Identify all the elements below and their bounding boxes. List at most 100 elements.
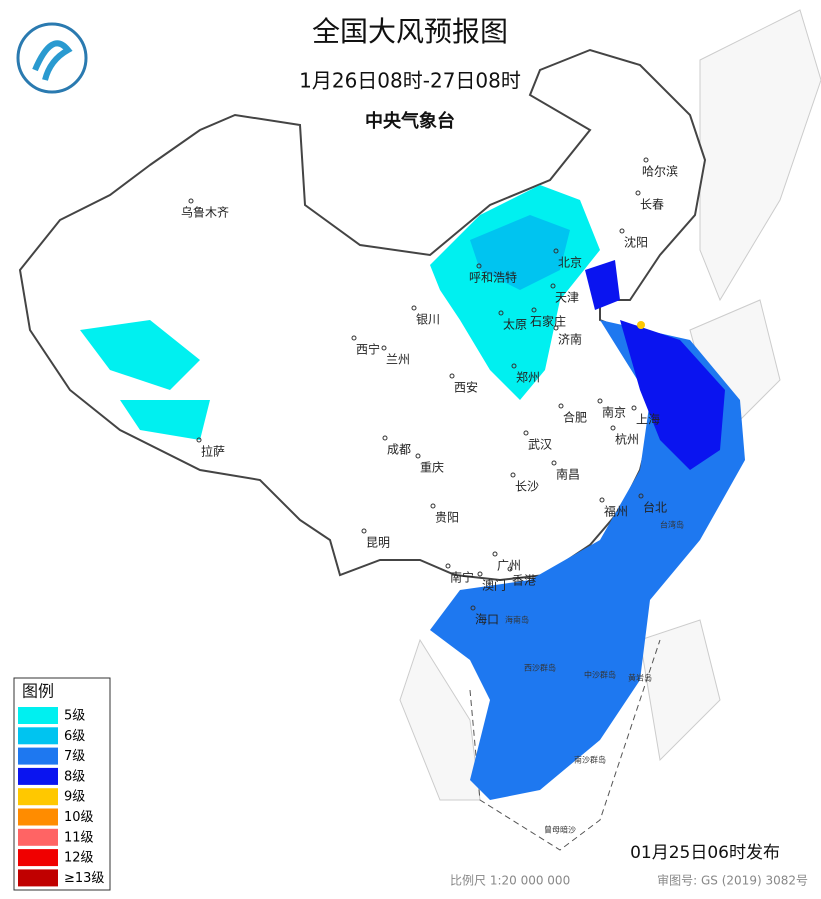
city-dot: [477, 571, 483, 577]
city-label: 太原: [503, 317, 527, 332]
city-dot: [445, 563, 451, 569]
island-label: 台湾岛: [660, 520, 684, 530]
city-label: 昆明: [366, 536, 390, 550]
legend-swatch: [18, 808, 58, 826]
legend-swatch: [18, 747, 58, 765]
city-label: 沈阳: [624, 235, 648, 250]
island-label: 海南岛: [505, 615, 529, 625]
city-label: 成都: [387, 443, 411, 457]
legend-label: 5级: [64, 709, 85, 724]
city-label: 呼和浩特: [469, 270, 517, 285]
city-dot: [381, 345, 387, 351]
city-dot: [599, 497, 605, 503]
city-label: 武汉: [528, 438, 552, 452]
legend-title: 图例: [22, 682, 54, 701]
city-dot: [470, 605, 476, 611]
city-dot: [531, 307, 537, 313]
city-dot: [430, 503, 436, 509]
city-dot: [631, 405, 637, 411]
neighbour-land: [399, 9, 821, 801]
city-label: 长春: [640, 198, 664, 212]
legend-swatch: [18, 849, 58, 867]
city-dot: [411, 305, 417, 311]
city-label: 兰州: [386, 353, 410, 367]
city-label: 天津: [555, 291, 579, 305]
city-dot: [553, 248, 559, 254]
city-dot: [498, 310, 504, 316]
city-label: 重庆: [420, 461, 444, 475]
city-dot: [638, 493, 644, 499]
wind-zone-9: [637, 321, 645, 329]
city-label: 上海: [636, 412, 660, 427]
legend-swatch: [18, 767, 58, 785]
city-dot: [523, 430, 529, 436]
city-dot: [610, 425, 616, 431]
island-label: 黄岩岛: [628, 673, 652, 683]
city-dot: [551, 460, 557, 466]
legend-swatch: [18, 727, 58, 745]
city-label: 贵阳: [435, 511, 459, 525]
island-label: 南沙群岛: [574, 755, 606, 765]
city-label: 香港: [512, 574, 536, 588]
island-label: 中沙群岛: [584, 670, 616, 680]
legend-label: 8级: [64, 769, 85, 784]
city-dot: [492, 551, 498, 557]
city-label: 哈尔滨: [642, 164, 678, 179]
wind-zone-5: [80, 185, 600, 440]
legend-swatch: [18, 707, 58, 724]
city-dot: [196, 437, 202, 443]
city-dot: [382, 435, 388, 441]
city-dot: [351, 335, 357, 341]
approval: 审图号: GS (2019) 3082号: [657, 873, 808, 888]
city-label: 南京: [602, 405, 626, 420]
city-label: 南昌: [556, 467, 580, 482]
city-label: 福州: [604, 504, 628, 519]
city-dot: [449, 373, 455, 379]
city-label: 济南: [558, 332, 582, 347]
city-label: 澳门: [482, 578, 506, 593]
legend-label: 10级: [64, 810, 94, 825]
city-label: 银川: [416, 313, 440, 327]
city-label: 石家庄: [530, 314, 566, 329]
wind-zone-8: [585, 260, 725, 470]
city-label: 广州: [497, 559, 521, 573]
city-dot: [558, 403, 564, 409]
city-dot: [188, 198, 194, 204]
legend-swatch: [18, 788, 58, 806]
city-label: 郑州: [516, 370, 540, 385]
city-label: 北京: [558, 256, 582, 270]
city-dot: [597, 398, 603, 404]
legend-label: 7级: [64, 749, 85, 764]
city-dot: [553, 325, 559, 331]
city-label: 西宁: [356, 342, 380, 357]
legend-swatch: [18, 869, 58, 887]
city-dot: [476, 263, 482, 269]
city-label: 台北: [643, 500, 667, 515]
city-label: 乌鲁木齐: [181, 205, 229, 220]
island-label: 西沙群岛: [524, 663, 556, 673]
city-dot: [643, 157, 649, 163]
legend-label: 11级: [64, 830, 94, 845]
issuer: 中央气象台: [365, 110, 455, 132]
legend-swatch: [18, 828, 58, 846]
legend-label: 9级: [64, 790, 85, 805]
city-dot: [635, 190, 641, 196]
legend-label: 6级: [64, 729, 85, 744]
city-label: 长沙: [515, 480, 539, 494]
city-label: 拉萨: [201, 444, 225, 459]
release-time: 01月25日06时发布: [630, 843, 780, 863]
period: 1月26日08时-27日08时: [299, 69, 521, 93]
city-dot: [361, 528, 367, 534]
title: 全国大风预报图: [312, 15, 508, 48]
wind-zone-6: [470, 215, 570, 290]
city-label: 合肥: [563, 410, 587, 425]
city-label: 海口: [475, 612, 499, 627]
city-dot: [511, 363, 517, 369]
city-dot: [507, 566, 513, 572]
legend-label: ≥13级: [64, 871, 104, 886]
city-label: 西安: [454, 380, 478, 395]
city-dot: [550, 283, 556, 289]
island-label: 曾母暗沙: [544, 825, 576, 835]
city-dot: [415, 453, 421, 459]
